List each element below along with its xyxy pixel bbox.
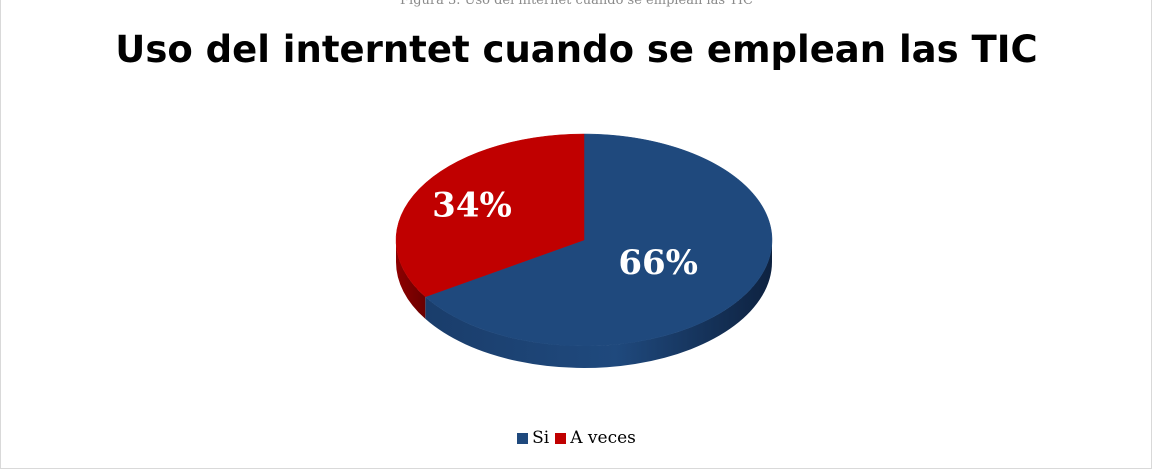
legend-swatch [517, 432, 529, 444]
data-label-si: 66% [618, 243, 698, 283]
legend-label: Si [532, 428, 550, 448]
pie-slice-side-a-veces [396, 240, 426, 319]
pie-slice-si [424, 133, 773, 347]
figure-caption: Figura 3. Uso del internet cuando se emp… [400, 0, 753, 8]
legend-swatch [555, 432, 567, 444]
pie-slice-a-veces [395, 133, 585, 298]
legend-label: A veces [570, 428, 636, 448]
data-label-a-veces: 34% [432, 185, 512, 225]
pie-slice-side-si [425, 240, 772, 369]
legend-item-a-veces: A veces [555, 428, 636, 448]
legend-item-si: Si [517, 428, 549, 448]
legend: Si A veces [0, 428, 1153, 449]
chart-title: Uso del interntet cuando se emplean las … [115, 28, 1038, 71]
